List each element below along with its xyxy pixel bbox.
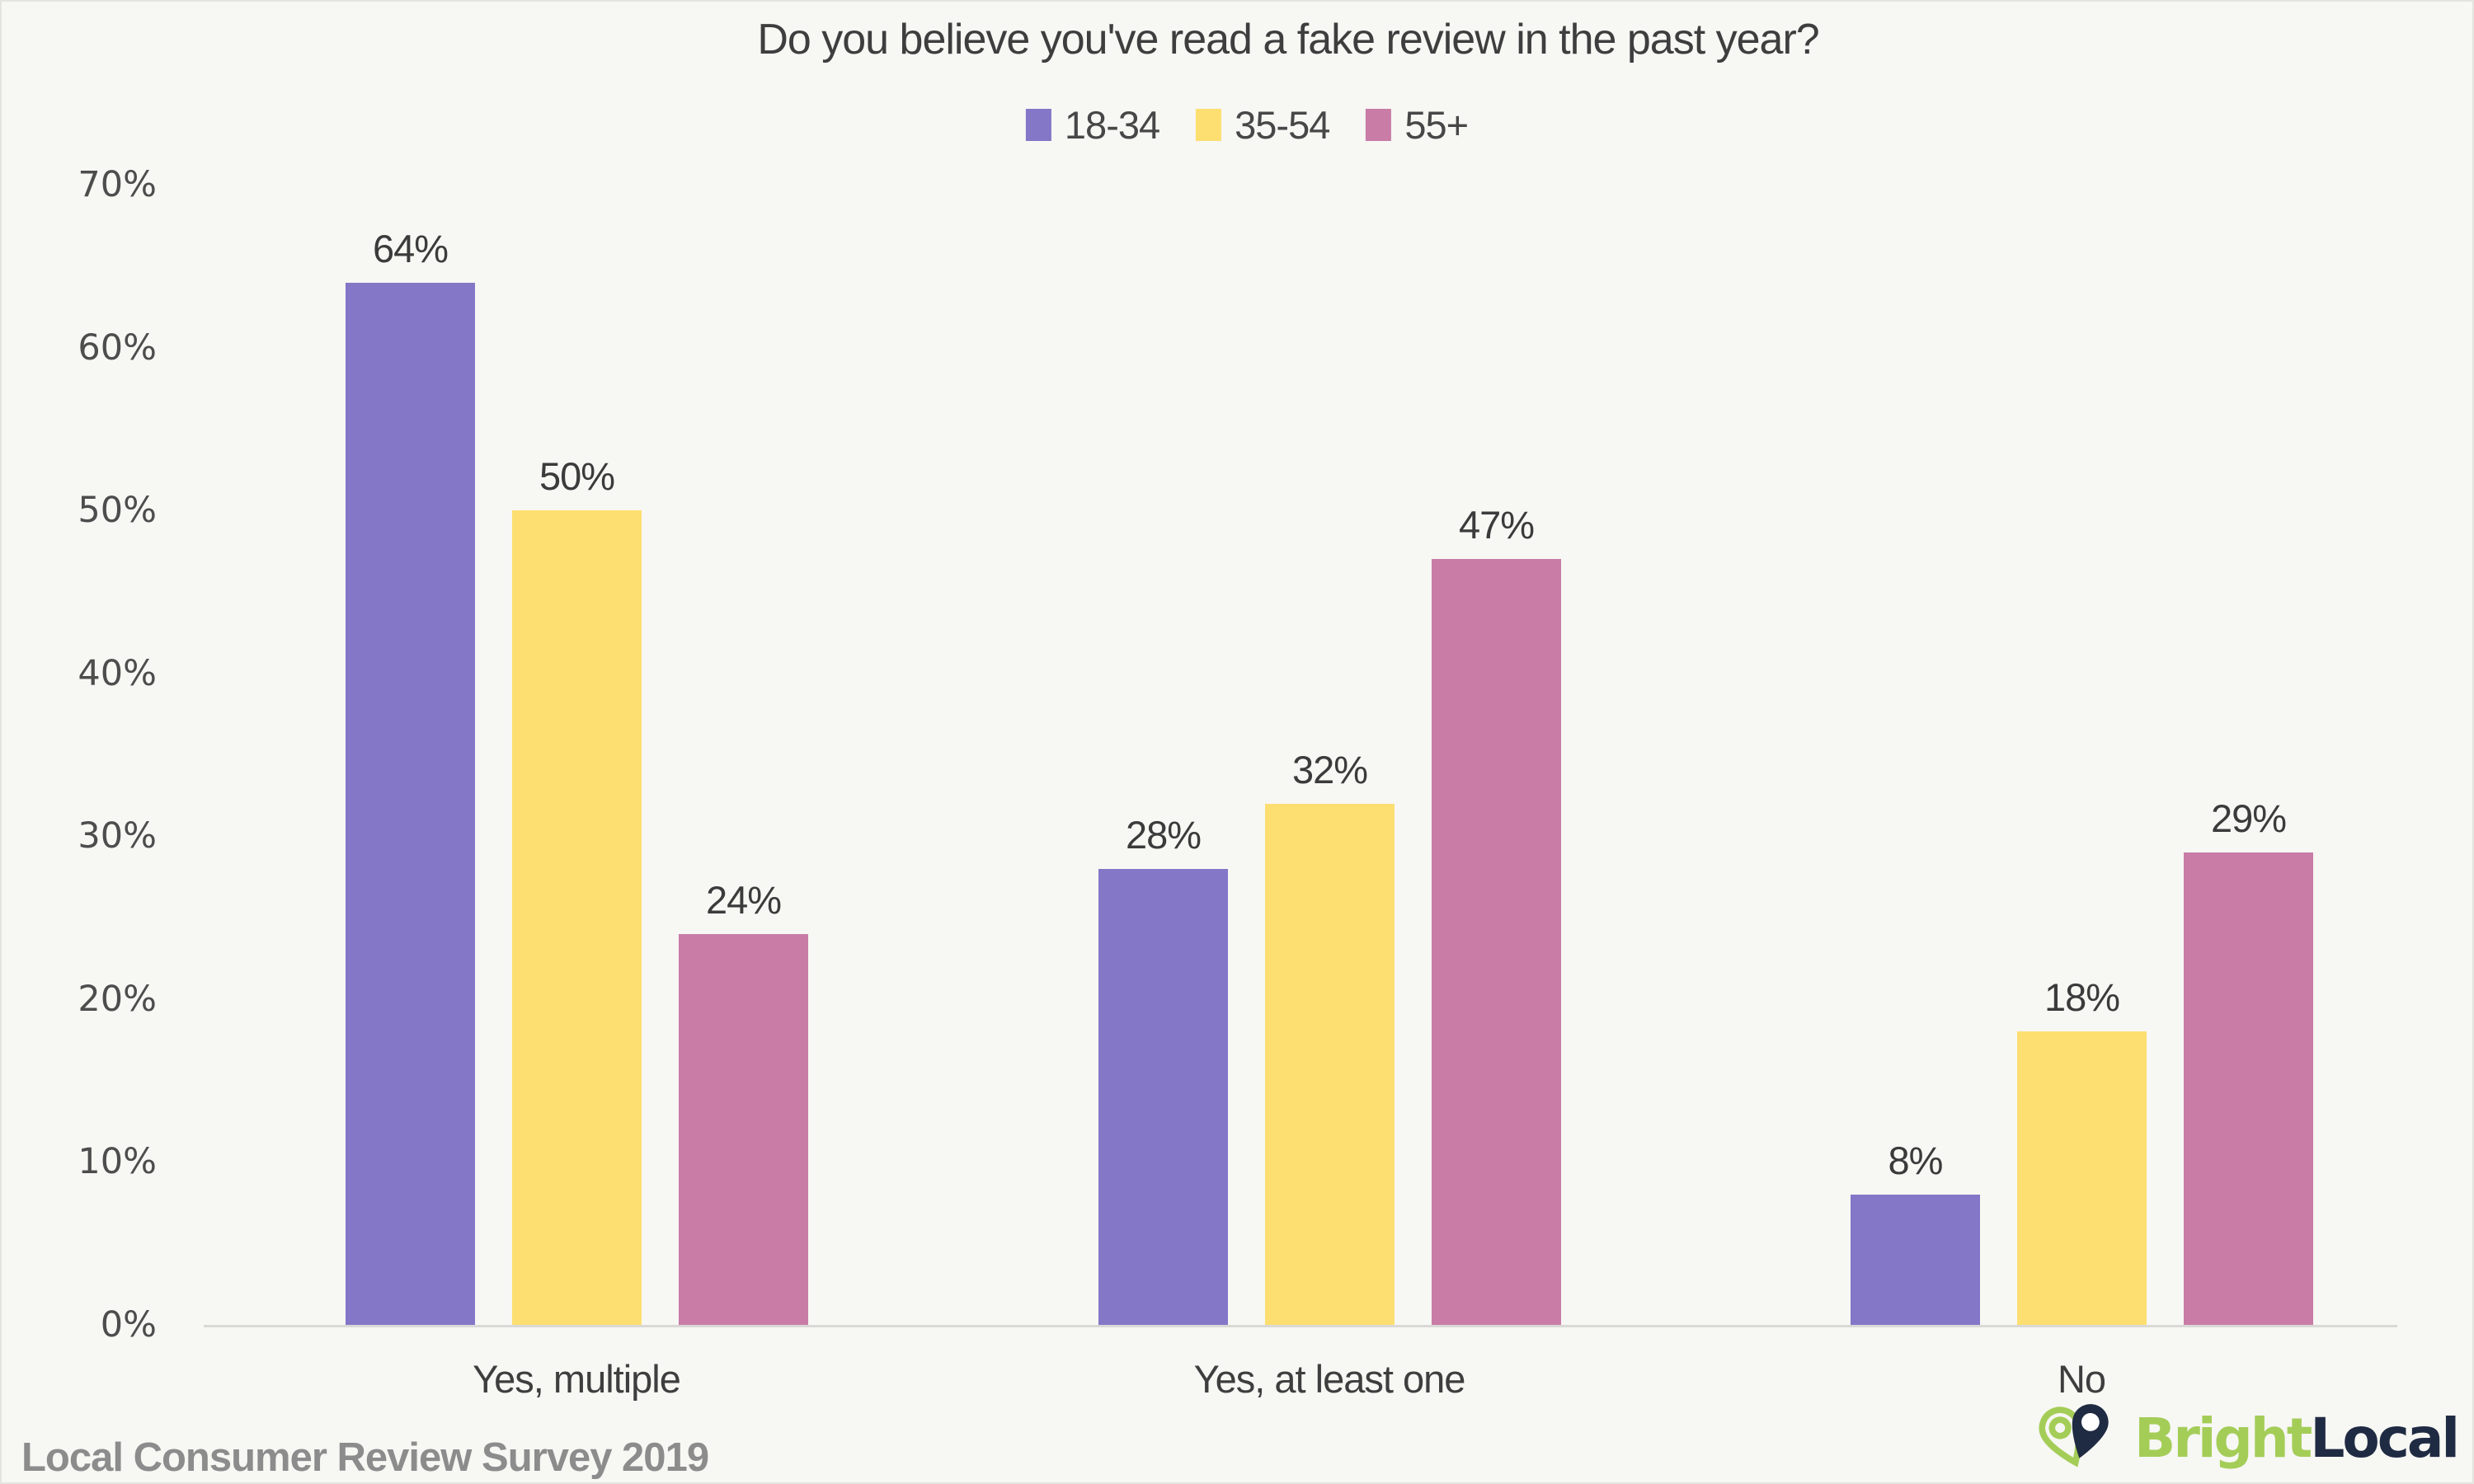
plot-area: 64% 50% 24% 28% 32% 47% 8% 18% 29% xyxy=(204,185,2397,1327)
y-tick-50%: 50% xyxy=(78,490,157,532)
y-tick-0%: 0% xyxy=(100,1304,157,1345)
y-tick-20%: 20% xyxy=(78,978,157,1020)
bar-35-54-No xyxy=(2017,1031,2147,1325)
legend-label: 55+ xyxy=(1404,103,1469,147)
y-tick-60%: 60% xyxy=(78,326,157,369)
source-caption: Local Consumer Review Survey 2019 xyxy=(21,1435,709,1480)
bar-value-label: 32% xyxy=(1291,747,1368,791)
chart-title: Do you believe you've read a fake review… xyxy=(757,16,1819,63)
bar-18-34-Yes, at least one xyxy=(1098,868,1228,1325)
y-axis-tick-labels: 0% 10% 20% 30% 40% 50% 60% 70% xyxy=(49,164,157,1345)
legend: 18-34 35-54 55+ xyxy=(1025,102,1469,148)
y-tick-40%: 40% xyxy=(78,652,157,694)
bar-55+-Yes, multiple xyxy=(679,933,808,1325)
bar-value-label: 64% xyxy=(372,226,449,270)
bar-value-label: 18% xyxy=(2044,975,2120,1020)
legend-label: 18-34 xyxy=(1064,103,1160,147)
legend-item-55+: 55+ xyxy=(1366,102,1469,148)
x-category-label-Yes, multiple: Yes, multiple xyxy=(473,1357,681,1401)
y-tick-70%: 70% xyxy=(78,164,157,205)
logo-text-bright: Bright xyxy=(2134,1406,2312,1470)
bar-column: 32% xyxy=(1265,185,1395,1325)
legend-swatch-icon xyxy=(1196,109,1222,141)
bar-value-label: 50% xyxy=(539,454,615,499)
bar-value-label: 47% xyxy=(1458,503,1535,547)
bar-18-34-Yes, multiple xyxy=(346,282,475,1325)
bar-group-Yes, multiple: 64% 50% 24% xyxy=(346,185,808,1325)
bar-column: 24% xyxy=(679,185,808,1325)
bar-column: 29% xyxy=(2184,185,2313,1325)
brightlocal-logo: BrightLocal xyxy=(2039,1398,2460,1477)
bar-column: 47% xyxy=(1432,185,1561,1325)
bar-value-label: 28% xyxy=(1125,812,1202,857)
bar-55+-Yes, at least one xyxy=(1432,559,1561,1325)
logo-text: BrightLocal xyxy=(2134,1406,2460,1470)
bar-55+-No xyxy=(2184,852,2313,1325)
legend-item-18-34: 18-34 xyxy=(1025,102,1160,148)
legend-label: 35-54 xyxy=(1235,103,1330,147)
bar-column: 64% xyxy=(346,185,475,1325)
bar-value-label: 8% xyxy=(1888,1138,1944,1182)
legend-swatch-icon xyxy=(1025,109,1051,141)
bar-35-54-Yes, multiple xyxy=(512,510,642,1325)
legend-item-35-54: 35-54 xyxy=(1196,102,1330,148)
bar-35-54-Yes, at least one xyxy=(1265,803,1395,1325)
legend-swatch-icon xyxy=(1366,109,1392,141)
bar-value-label: 24% xyxy=(705,877,782,922)
x-category-label-Yes, at least one: Yes, at least one xyxy=(1193,1357,1466,1401)
bar-group-Yes, at least one: 28% 32% 47% xyxy=(1098,185,1561,1325)
bar-column: 28% xyxy=(1098,185,1228,1325)
bar-group-No: 8% 18% 29% xyxy=(1851,185,2313,1325)
bar-column: 8% xyxy=(1851,185,1980,1325)
bar-column: 18% xyxy=(2017,185,2147,1325)
bar-18-34-No xyxy=(1851,1194,1980,1325)
logo-text-local: Local xyxy=(2310,1406,2460,1470)
bar-column: 50% xyxy=(512,185,642,1325)
y-tick-30%: 30% xyxy=(78,815,157,857)
y-tick-10%: 10% xyxy=(78,1141,157,1183)
x-category-label-No: No xyxy=(2057,1357,2106,1401)
map-pin-icon xyxy=(2039,1404,2109,1468)
bar-value-label: 29% xyxy=(2210,796,2287,841)
